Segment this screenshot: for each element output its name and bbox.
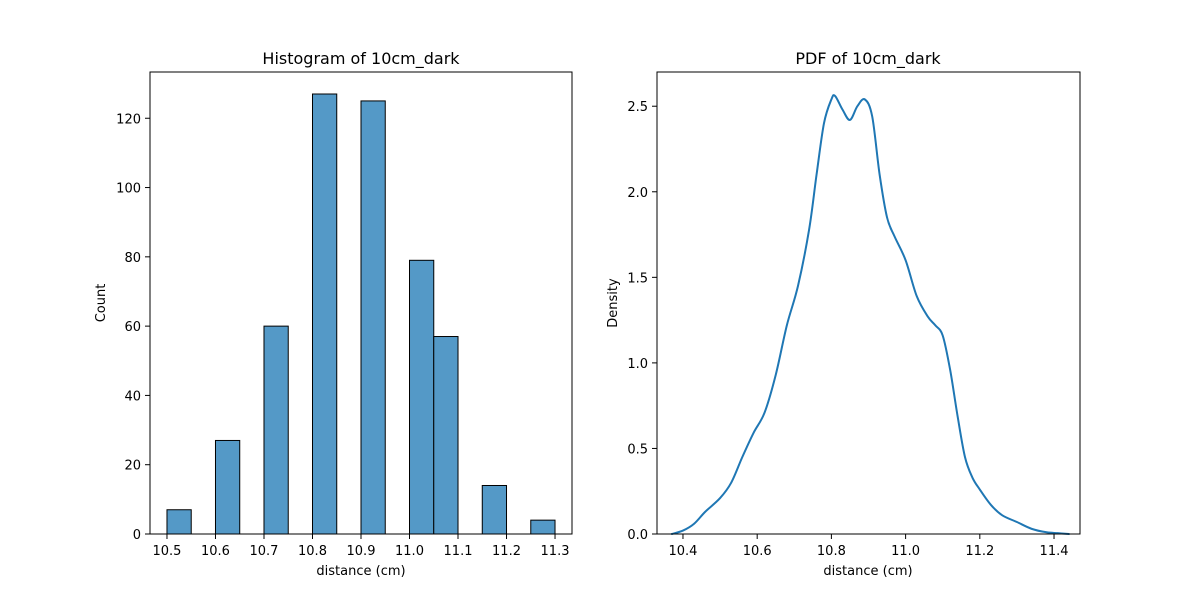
histogram-y-tick-label: 40 [124, 389, 141, 404]
pdf-axes-frame [656, 71, 1081, 535]
histogram-x-tick-label: 11.1 [444, 544, 473, 559]
histogram-panel: Histogram of 10cm_dark 10.5 10.6 10.7 10.8 1… [94, 49, 573, 579]
histogram-bar [481, 484, 508, 535]
pdf-title: PDF of 10cm_dark [795, 49, 941, 69]
histogram-x-tick-label: 10.9 [347, 544, 376, 559]
histogram-bar [409, 259, 435, 535]
pdf-x-tick-label: 11.4 [1040, 544, 1069, 559]
histogram-x-tick-label: 10.6 [201, 544, 230, 559]
histogram-x-ticks: 10.5 10.6 10.7 10.8 10.9 11.0 11.1 11.2 11.3 [153, 534, 570, 559]
pdf-x-axis-label: distance (cm) [823, 564, 912, 579]
histogram-y-ticks: 0 20 40 60 80 100 120 [116, 112, 150, 543]
pdf-x-tick-label: 10.8 [817, 544, 846, 559]
pdf-x-tick-label: 10.6 [743, 544, 772, 559]
histogram-bars [166, 93, 556, 535]
histogram-bar [530, 519, 556, 535]
pdf-panel: PDF of 10cm_dark 10.4 10.6 10.8 11.0 11.2 11.… [606, 49, 1081, 579]
pdf-y-tick-label: 1.0 [627, 357, 648, 372]
histogram-bar [166, 509, 192, 535]
histogram-y-tick-label: 100 [116, 182, 141, 197]
histogram-y-tick-label: 80 [124, 251, 141, 266]
histogram-y-tick-label: 0 [133, 528, 141, 543]
pdf-y-tick-label: 0.0 [627, 528, 648, 543]
histogram-y-axis-label: Count [94, 284, 109, 323]
pdf-density-line [670, 94, 1070, 535]
histogram-bar [214, 439, 241, 535]
histogram-x-tick-label: 10.7 [250, 544, 279, 559]
pdf-x-tick-label: 10.4 [668, 544, 697, 559]
histogram-y-tick-label: 20 [124, 459, 141, 474]
pdf-y-ticks: 0.0 0.5 1.0 1.5 2.0 2.5 [627, 100, 657, 543]
pdf-x-tick-label: 11.2 [965, 544, 994, 559]
histogram-x-tick-label: 10.5 [153, 544, 182, 559]
histogram-bar [360, 100, 386, 535]
pdf-y-tick-label: 2.0 [627, 186, 648, 201]
pdf-y-axis-label: Density [606, 278, 621, 328]
histogram-y-tick-label: 60 [124, 320, 141, 335]
histogram-x-tick-label: 11.3 [541, 544, 570, 559]
histogram-bar [263, 325, 289, 535]
histogram-x-tick-label: 11.0 [395, 544, 424, 559]
histogram-y-tick-label: 120 [116, 112, 141, 127]
histogram-title: Histogram of 10cm_dark [262, 49, 460, 69]
pdf-x-tick-label: 11.0 [891, 544, 920, 559]
pdf-y-tick-label: 0.5 [627, 442, 648, 457]
histogram-bar [311, 93, 338, 535]
histogram-x-axis-label: distance (cm) [316, 564, 405, 579]
histogram-x-tick-label: 10.8 [298, 544, 327, 559]
pdf-y-tick-label: 1.5 [627, 271, 648, 286]
histogram-x-tick-label: 11.2 [492, 544, 521, 559]
histogram-bar [433, 336, 459, 535]
pdf-x-ticks: 10.4 10.6 10.8 11.0 11.2 11.4 [668, 534, 1069, 559]
pdf-y-tick-label: 2.5 [627, 100, 648, 115]
